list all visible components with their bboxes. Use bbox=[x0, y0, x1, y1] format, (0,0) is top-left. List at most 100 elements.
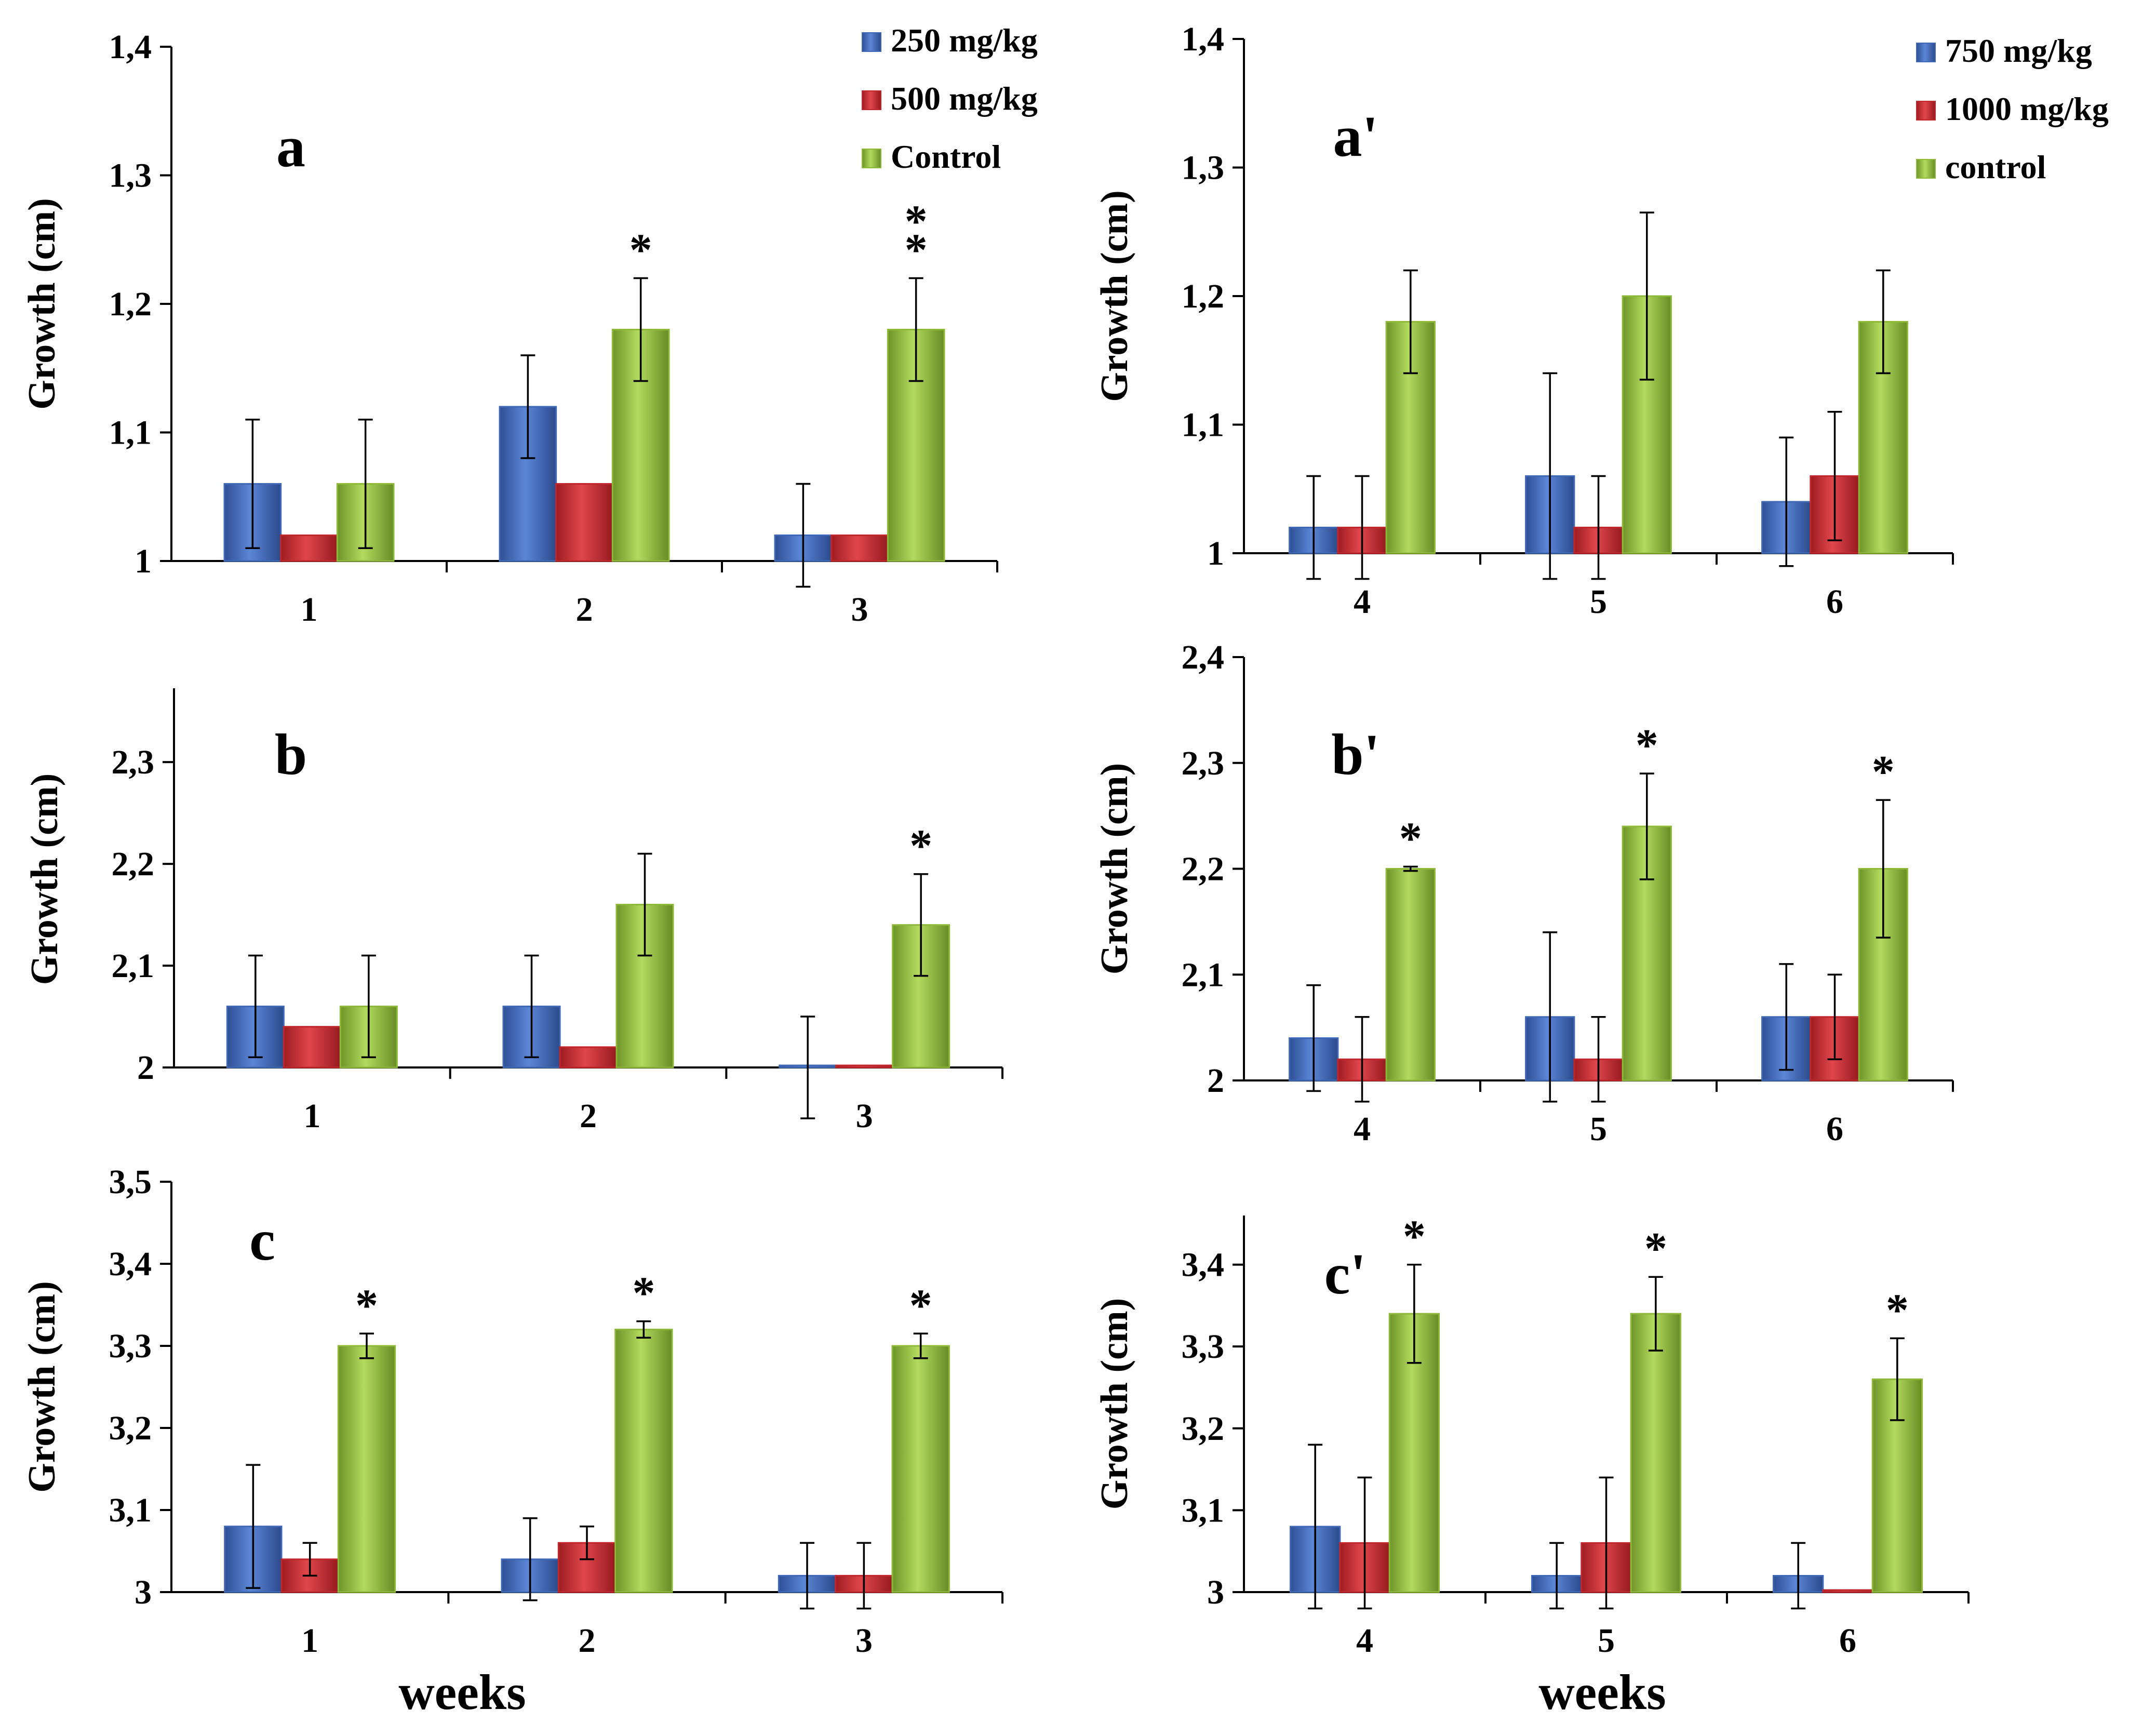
x-tick-label: 4 bbox=[1354, 583, 1371, 621]
panel-label: c bbox=[249, 1208, 275, 1273]
panel-label: a bbox=[276, 115, 305, 179]
y-tick-label: 1,2 bbox=[109, 285, 152, 323]
x-tick-label: 3 bbox=[855, 1622, 873, 1660]
bar-green bbox=[337, 1345, 396, 1593]
x-tick-label: 6 bbox=[1826, 583, 1843, 621]
y-tick-label: 1,4 bbox=[109, 28, 152, 66]
y-tick-label: 2,2 bbox=[1182, 850, 1225, 888]
y-tick-label: 2 bbox=[137, 1049, 154, 1087]
panel-label: b bbox=[275, 723, 307, 787]
legend-label: Control bbox=[891, 138, 1001, 175]
significance-marker: * * bbox=[905, 197, 928, 276]
bar-green bbox=[891, 1345, 950, 1593]
significance-marker: * bbox=[909, 1280, 932, 1331]
x-tick-label: 5 bbox=[1598, 1622, 1615, 1660]
y-axis-title: Growth (cm) bbox=[1093, 763, 1136, 975]
significance-marker: * bbox=[1644, 1224, 1667, 1274]
bar-green bbox=[1385, 868, 1436, 1081]
significance-marker: * bbox=[632, 1268, 655, 1319]
y-axis-title: Growth (cm) bbox=[21, 198, 63, 410]
y-tick-label: 2 bbox=[1207, 1062, 1224, 1100]
y-tick-label: 3,5 bbox=[109, 1163, 152, 1201]
significance-marker: * bbox=[355, 1280, 378, 1331]
x-tick-label: 1 bbox=[303, 1097, 320, 1135]
y-tick-label: 3 bbox=[1207, 1573, 1224, 1611]
panel-label: b' bbox=[1331, 723, 1380, 787]
bar-red bbox=[559, 1046, 618, 1068]
y-tick-label: 3,1 bbox=[1182, 1491, 1225, 1529]
significance-marker: * bbox=[1399, 813, 1422, 864]
y-tick-label: 2,3 bbox=[112, 743, 155, 781]
significance-marker: * bbox=[1886, 1285, 1909, 1335]
panel-a_prime: 1 1,1 1,2 1,3 1,4 Growth (cm) 4 5 6 a' 750 mg/kg 10… bbox=[1093, 20, 2109, 621]
y-tick-label: 2,1 bbox=[1182, 956, 1225, 994]
y-tick-label: 1,1 bbox=[109, 414, 152, 452]
y-tick-label: 1 bbox=[135, 542, 152, 580]
bar-green bbox=[614, 1328, 673, 1593]
panel-c_prime: 3 3,1 3,2 3,3 3,4 Growth (cm) 4 5 6 * * * c' weeks bbox=[1093, 1212, 1970, 1720]
y-tick-label: 3,1 bbox=[109, 1491, 152, 1529]
bar-red bbox=[1822, 1589, 1873, 1593]
x-tick-label: 6 bbox=[1826, 1110, 1843, 1148]
x-tick-label: 2 bbox=[579, 1622, 596, 1660]
x-tick-label: 4 bbox=[1354, 1110, 1371, 1148]
significance-marker: * bbox=[1636, 720, 1658, 771]
x-tick-label: 4 bbox=[1356, 1622, 1373, 1660]
y-axis-title: Growth (cm) bbox=[1093, 1298, 1136, 1510]
y-tick-label: 3,2 bbox=[1182, 1410, 1225, 1448]
y-axis-title: Growth (cm) bbox=[23, 773, 66, 985]
bar-blue bbox=[499, 406, 557, 562]
legend-swatch-red bbox=[862, 90, 881, 110]
x-tick-label: 3 bbox=[856, 1097, 873, 1135]
legend-swatch-blue bbox=[862, 32, 881, 52]
significance-marker: * bbox=[909, 821, 932, 872]
y-tick-label: 2,3 bbox=[1182, 744, 1225, 782]
legend-label: 250 mg/kg bbox=[891, 22, 1038, 59]
y-tick-label: 1 bbox=[1207, 535, 1224, 572]
y-tick-label: 1,1 bbox=[1182, 406, 1225, 444]
legend-swatch-red bbox=[1916, 101, 1936, 121]
y-axis-title: Growth (cm) bbox=[21, 1281, 63, 1493]
y-tick-label: 3 bbox=[135, 1573, 152, 1611]
panel-b: 2 2,1 2,2 2,3 Growth (cm) 1 2 3 * b bbox=[23, 688, 1003, 1135]
legend-swatch-green bbox=[862, 149, 881, 168]
bar-red bbox=[831, 535, 889, 562]
bar-red bbox=[280, 535, 338, 562]
panel-c: 3 3,1 3,2 3,3 3,4 3,5 Growth (cm) 1 2 3 * * * c weeks bbox=[21, 1163, 1003, 1720]
panel-b_prime: 2 2,1 2,2 2,3 2,4 Growth (cm) 4 5 6 * * * b' bbox=[1093, 638, 1954, 1148]
legend-swatch-green bbox=[1916, 159, 1936, 179]
y-tick-label: 3,3 bbox=[1182, 1328, 1225, 1366]
bar-red bbox=[283, 1026, 341, 1068]
y-tick-label: 3,3 bbox=[109, 1327, 152, 1365]
y-tick-label: 1,3 bbox=[109, 157, 152, 195]
significance-marker: * bbox=[630, 225, 652, 276]
y-tick-label: 1,4 bbox=[1182, 20, 1225, 58]
legend-label: 750 mg/kg bbox=[1945, 32, 2092, 69]
x-tick-label: 1 bbox=[301, 591, 318, 629]
y-axis-title: Growth (cm) bbox=[1093, 190, 1136, 402]
x-tick-label: 1 bbox=[301, 1622, 318, 1660]
bar-red bbox=[835, 1064, 894, 1068]
x-axis-title: weeks bbox=[1538, 1664, 1666, 1720]
panel-label: a' bbox=[1333, 104, 1378, 169]
bar-red bbox=[555, 483, 613, 562]
legend-label: control bbox=[1945, 149, 2046, 185]
x-tick-label: 2 bbox=[580, 1097, 597, 1135]
x-tick-label: 2 bbox=[576, 591, 593, 629]
x-tick-label: 6 bbox=[1839, 1622, 1856, 1660]
panel-label: c' bbox=[1324, 1242, 1367, 1306]
y-tick-label: 3,4 bbox=[1182, 1246, 1225, 1284]
legend-label: 1000 mg/kg bbox=[1945, 90, 2109, 127]
x-tick-label: 5 bbox=[1590, 1110, 1607, 1148]
y-tick-label: 2,4 bbox=[1182, 638, 1225, 676]
y-tick-label: 1,3 bbox=[1182, 149, 1225, 187]
x-axis-title: weeks bbox=[398, 1664, 526, 1720]
y-tick-label: 3,2 bbox=[109, 1409, 152, 1447]
bar-green bbox=[1630, 1313, 1681, 1593]
x-tick-label: 5 bbox=[1590, 583, 1607, 621]
y-tick-label: 2,2 bbox=[112, 845, 155, 883]
legend-swatch-blue bbox=[1916, 43, 1936, 62]
significance-marker: * bbox=[1403, 1212, 1426, 1262]
